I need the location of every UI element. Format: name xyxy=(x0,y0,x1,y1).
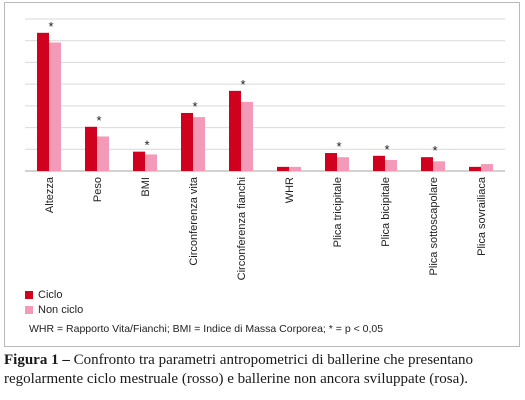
bar-ciclo xyxy=(229,90,241,171)
bar-non-ciclo xyxy=(481,164,493,171)
bar-non-ciclo xyxy=(337,157,349,171)
significance-marker: * xyxy=(240,77,245,92)
significance-marker: * xyxy=(192,99,197,114)
bar-ciclo xyxy=(421,157,433,171)
figure-frame: * Altezza * Peso * BMI * Circonferenza vita * Cir… xyxy=(4,2,520,347)
category-label: Circonferenza vita xyxy=(188,176,200,266)
significance-marker: * xyxy=(96,113,101,128)
bar-non-ciclo xyxy=(241,101,253,171)
bar-ciclo xyxy=(469,166,481,171)
bar-non-ciclo xyxy=(385,159,397,171)
bar-chart: * Altezza * Peso * BMI * Circonferenza vita * Cir… xyxy=(25,18,505,280)
bar-non-ciclo xyxy=(433,161,445,171)
legend-swatch-non-ciclo xyxy=(25,306,33,314)
category-label: BMI xyxy=(140,177,152,197)
bar-ciclo xyxy=(133,151,145,171)
bar-ciclo xyxy=(373,155,385,171)
significance-marker: * xyxy=(432,143,437,158)
bar-ciclo xyxy=(277,166,289,171)
category-label: WHR xyxy=(284,177,296,203)
category-label: Plica sovrailiaca xyxy=(476,176,488,256)
bar-ciclo xyxy=(37,32,49,172)
significance-marker: * xyxy=(336,139,341,154)
legend-item-non-ciclo: Non ciclo xyxy=(25,304,83,316)
legend-label-ciclo: Ciclo xyxy=(38,289,63,301)
caption-label: Figura 1 – xyxy=(4,352,70,368)
category-label: Plica bicipitale xyxy=(380,177,392,247)
category-label: Plica tricipitale xyxy=(332,177,344,247)
legend-label-non-ciclo: Non ciclo xyxy=(38,304,84,316)
significance-marker: * xyxy=(384,142,389,157)
caption-text: Confronto tra parametri antropometrici d… xyxy=(4,352,474,387)
category-label: Altezza xyxy=(44,176,56,213)
bar-ciclo xyxy=(85,126,97,171)
category-label: Circonferenza fianchi xyxy=(236,177,248,280)
bar-non-ciclo xyxy=(289,166,301,171)
bar-non-ciclo xyxy=(145,154,157,171)
category-label: Peso xyxy=(92,177,104,202)
legend-item-ciclo: Ciclo xyxy=(25,289,62,301)
bar-ciclo xyxy=(181,112,193,171)
bar-non-ciclo xyxy=(97,136,109,171)
figure-caption: Figura 1 – Confronto tra parametri antro… xyxy=(4,351,522,389)
significance-marker: * xyxy=(48,19,53,34)
abbreviation-note: WHR = Rapporto Vita/Fianchi; BMI = Indic… xyxy=(29,323,384,335)
bar-ciclo xyxy=(325,153,337,171)
legend-swatch-ciclo xyxy=(25,291,33,299)
category-label: Plica sottoscapolare xyxy=(428,177,440,275)
bar-non-ciclo xyxy=(49,42,61,172)
bar-non-ciclo xyxy=(193,117,205,171)
significance-marker: * xyxy=(144,138,149,153)
